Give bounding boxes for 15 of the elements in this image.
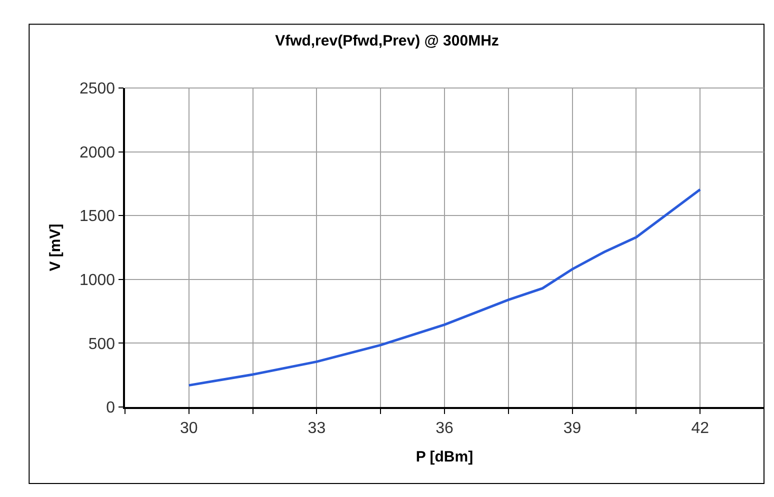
chart-title: Vfwd,rev(Pfwd,Prev) @ 300MHz <box>275 32 499 50</box>
y-axis-title: V [mV] <box>47 224 64 272</box>
y-tick-label: 0 <box>106 400 116 417</box>
x-tick-label: 39 <box>563 420 582 437</box>
y-tick-label: 2500 <box>79 80 116 98</box>
y-tick-label: 1000 <box>79 272 116 289</box>
x-axis-title: P [dBm] <box>416 448 474 466</box>
y-tick-label: 1500 <box>79 208 116 226</box>
x-tick-label: 33 <box>308 420 326 437</box>
line-series <box>188 188 702 387</box>
y-tick-label: 500 <box>88 336 116 353</box>
x-tick-label: 36 <box>436 420 454 437</box>
x-tick-label: 42 <box>691 420 710 437</box>
x-tick-label: 30 <box>180 420 198 437</box>
y-tick-label: 2000 <box>79 144 116 162</box>
